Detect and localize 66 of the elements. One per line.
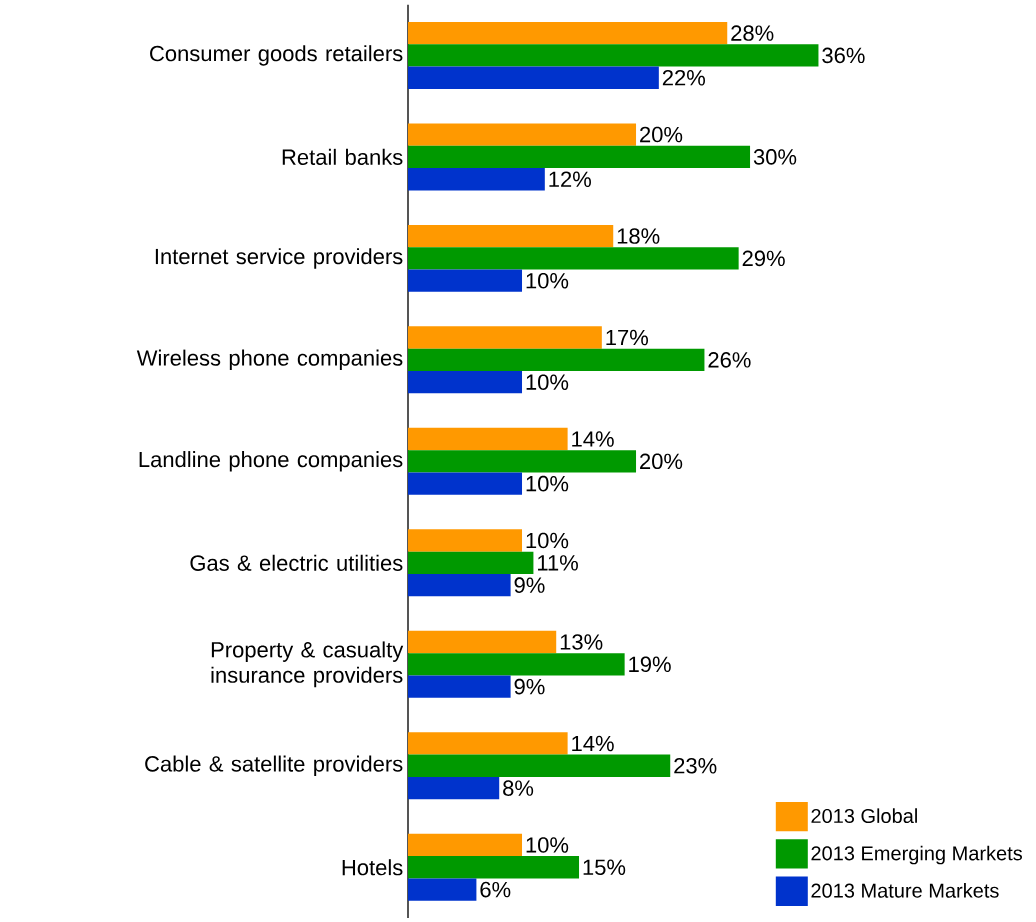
data-label: 19%	[629, 656, 671, 673]
y-tick-label: Landline phone companies	[139, 451, 403, 472]
data-label: 10%	[526, 272, 569, 289]
bar	[408, 856, 580, 879]
bar	[408, 168, 545, 191]
bar	[408, 427, 568, 451]
bar	[408, 573, 511, 597]
bar	[408, 653, 625, 676]
y-tick-label: Cable & satellite providers	[145, 755, 403, 777]
y-tick-label: Property & casualty insurance providers	[211, 641, 404, 688]
legend-label: 2013 Global	[811, 808, 917, 824]
data-label: 17%	[606, 329, 648, 346]
data-label: 10%	[526, 837, 569, 853]
data-label: 6%	[480, 881, 511, 898]
data-label: 20%	[640, 126, 683, 143]
data-label: 30%	[753, 149, 797, 165]
y-tick-label: Wireless phone companies	[136, 349, 403, 371]
bar	[408, 878, 477, 901]
bar	[408, 450, 637, 473]
data-label: 15%	[583, 859, 626, 875]
data-label: 14%	[572, 431, 614, 447]
data-label: 9%	[514, 577, 545, 593]
y-tick-label: Consumer goods retailers	[150, 45, 403, 66]
data-label: 10%	[526, 374, 569, 390]
data-label: 18%	[617, 228, 660, 244]
bar	[408, 732, 568, 755]
bar	[408, 675, 511, 698]
data-label: 29%	[742, 250, 785, 267]
legend-label: 2013 Emerging Markets	[811, 845, 1023, 865]
bar	[408, 123, 637, 146]
data-label: 23%	[674, 757, 717, 774]
data-label: 13%	[560, 634, 603, 650]
data-label: 10%	[526, 475, 569, 492]
data-label: 12%	[549, 171, 591, 187]
bar	[408, 833, 523, 857]
data-label: 9%	[514, 678, 545, 695]
bar	[408, 630, 557, 654]
y-tick-label: Retail banks	[282, 148, 403, 165]
data-label: 28%	[731, 25, 774, 41]
data-label: 36%	[822, 47, 865, 64]
bar	[408, 66, 659, 89]
legend-label: 2013 Mature Markets	[811, 883, 999, 898]
bar	[408, 247, 739, 270]
bar	[408, 21, 728, 45]
bar	[408, 551, 534, 574]
y-tick-label: Gas & electric utilities	[190, 554, 403, 571]
bar	[408, 472, 523, 495]
bar	[408, 326, 602, 349]
data-label: 10%	[526, 532, 569, 549]
bar	[408, 776, 500, 800]
bar	[408, 44, 819, 67]
bar	[408, 529, 523, 552]
bar	[408, 145, 751, 169]
data-label: 20%	[640, 453, 683, 470]
data-label: 8%	[503, 780, 534, 796]
bar	[408, 371, 523, 394]
data-label: 14%	[572, 735, 614, 752]
bar	[408, 348, 705, 372]
data-label: 22%	[662, 69, 706, 86]
y-tick-label: Hotels	[342, 859, 403, 876]
bar	[408, 269, 523, 292]
bar	[408, 754, 671, 777]
data-label: 26%	[708, 352, 751, 368]
data-label: 11%	[538, 555, 578, 571]
y-tick-label: Internet service providers	[155, 248, 403, 269]
bar	[408, 224, 614, 248]
